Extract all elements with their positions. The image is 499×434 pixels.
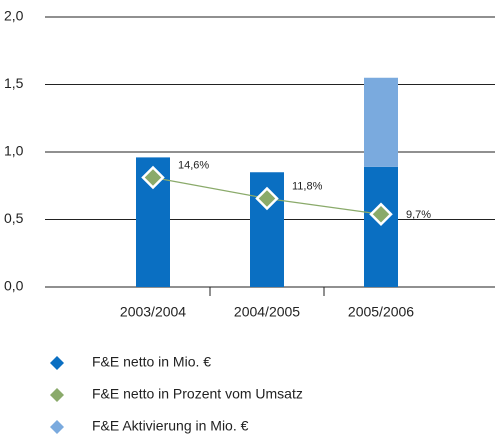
- point: [141, 165, 165, 190]
- legend-label: F&E netto in Mio. €: [92, 354, 211, 370]
- legend-swatch: [50, 388, 64, 402]
- bar: [364, 77, 398, 167]
- x-tick-label: 2005/2006: [348, 304, 414, 320]
- y-tick-label: 2,0: [4, 8, 24, 24]
- data-label: 11,8%: [292, 180, 323, 192]
- y-tick-label: 1,5: [4, 75, 24, 91]
- bar: [364, 166, 398, 287]
- legend-label: F&E netto in Prozent vom Umsatz: [92, 386, 303, 402]
- point: [369, 202, 393, 227]
- legend-label: F&E Aktivierung in Mio. €: [92, 418, 249, 434]
- legend-swatch: [50, 356, 64, 370]
- y-tick-label: 1,0: [4, 143, 24, 159]
- x-tick-label: 2004/2005: [234, 304, 300, 320]
- data-label: 14,6%: [178, 159, 209, 171]
- data-label: 9,7%: [406, 209, 431, 221]
- x-tick-label: 2003/2004: [120, 304, 186, 320]
- y-tick-label: 0,5: [4, 210, 24, 226]
- point: [255, 186, 279, 211]
- y-tick-label: 0,0: [4, 278, 24, 294]
- legend-swatch: [50, 420, 64, 434]
